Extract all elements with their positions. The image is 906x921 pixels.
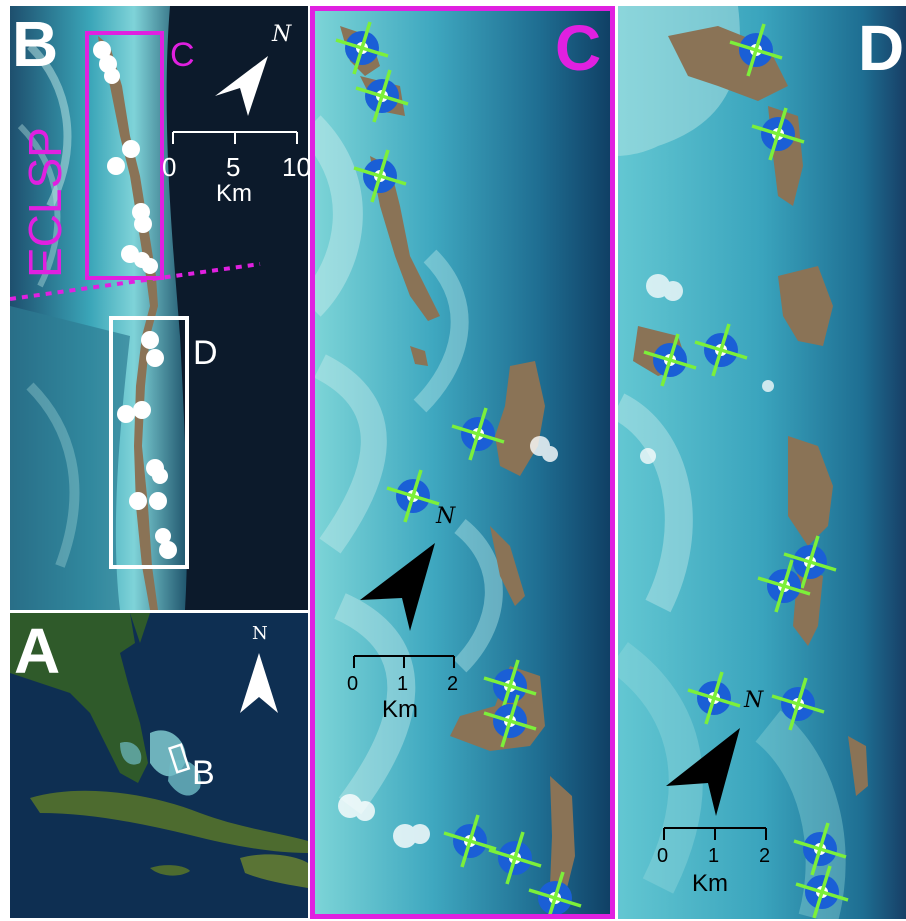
- scale-tick-0: 0: [162, 152, 177, 182]
- north-label: N: [436, 504, 456, 529]
- scale-bar: [663, 827, 767, 840]
- eclsp-label: ECLSP: [19, 127, 71, 278]
- scale-tick-1: 1: [397, 673, 409, 695]
- panel-a-map: [10, 613, 308, 918]
- scale-tick-5: 5: [226, 152, 241, 182]
- study-area-b-box: [168, 743, 191, 774]
- site-marker-icon: [643, 23, 849, 919]
- scale-bar: [172, 131, 298, 144]
- study-area-d-box: [109, 316, 189, 569]
- north-label: N: [744, 688, 764, 713]
- island-chain: [98, 36, 158, 610]
- panel-b-map: [10, 6, 308, 610]
- scale-bar: [353, 655, 455, 668]
- scale-tick-1: 1: [708, 845, 720, 867]
- panel-letter-d: D: [858, 12, 905, 84]
- north-arrow-icon: [240, 653, 278, 713]
- north-arrow-icon: [666, 728, 740, 816]
- scale-unit: Km: [382, 696, 418, 723]
- panel-d-map: [618, 6, 906, 919]
- north-label: N: [272, 22, 292, 47]
- scale-tick-10: 10: [282, 152, 308, 182]
- label-c: C: [170, 36, 195, 74]
- panel-letter-a: A: [14, 615, 61, 687]
- site-dot-icon: [93, 41, 177, 559]
- scale-unit: Km: [692, 870, 728, 897]
- map-panel-c: C N 0 1 2 Km: [310, 6, 615, 919]
- north-arrow-icon: [360, 543, 435, 631]
- scale-tick-0: 0: [657, 845, 669, 867]
- panel-letter-b: B: [12, 8, 59, 80]
- cuba-landmass: [30, 790, 308, 853]
- panel-c-map: [310, 6, 615, 919]
- north-label: N: [252, 623, 268, 644]
- florida-landmass: [10, 613, 148, 783]
- map-panel-b: B C N 0 5 10 Km ECLSP D: [10, 6, 308, 610]
- north-arrow-icon: [215, 56, 268, 116]
- label-d: D: [193, 334, 218, 372]
- label-b: B: [192, 754, 215, 792]
- map-panel-a: A N B: [10, 613, 308, 918]
- panel-letter-c: C: [555, 12, 602, 84]
- scale-tick-0: 0: [347, 673, 359, 695]
- scale-tick-2: 2: [759, 845, 771, 867]
- scale-unit: Km: [216, 180, 252, 207]
- site-marker-icon: [335, 21, 582, 919]
- map-panel-d: D N 0 1 2 Km: [618, 6, 906, 919]
- scale-tick-2: 2: [447, 673, 459, 695]
- study-area-c-box: [85, 31, 164, 280]
